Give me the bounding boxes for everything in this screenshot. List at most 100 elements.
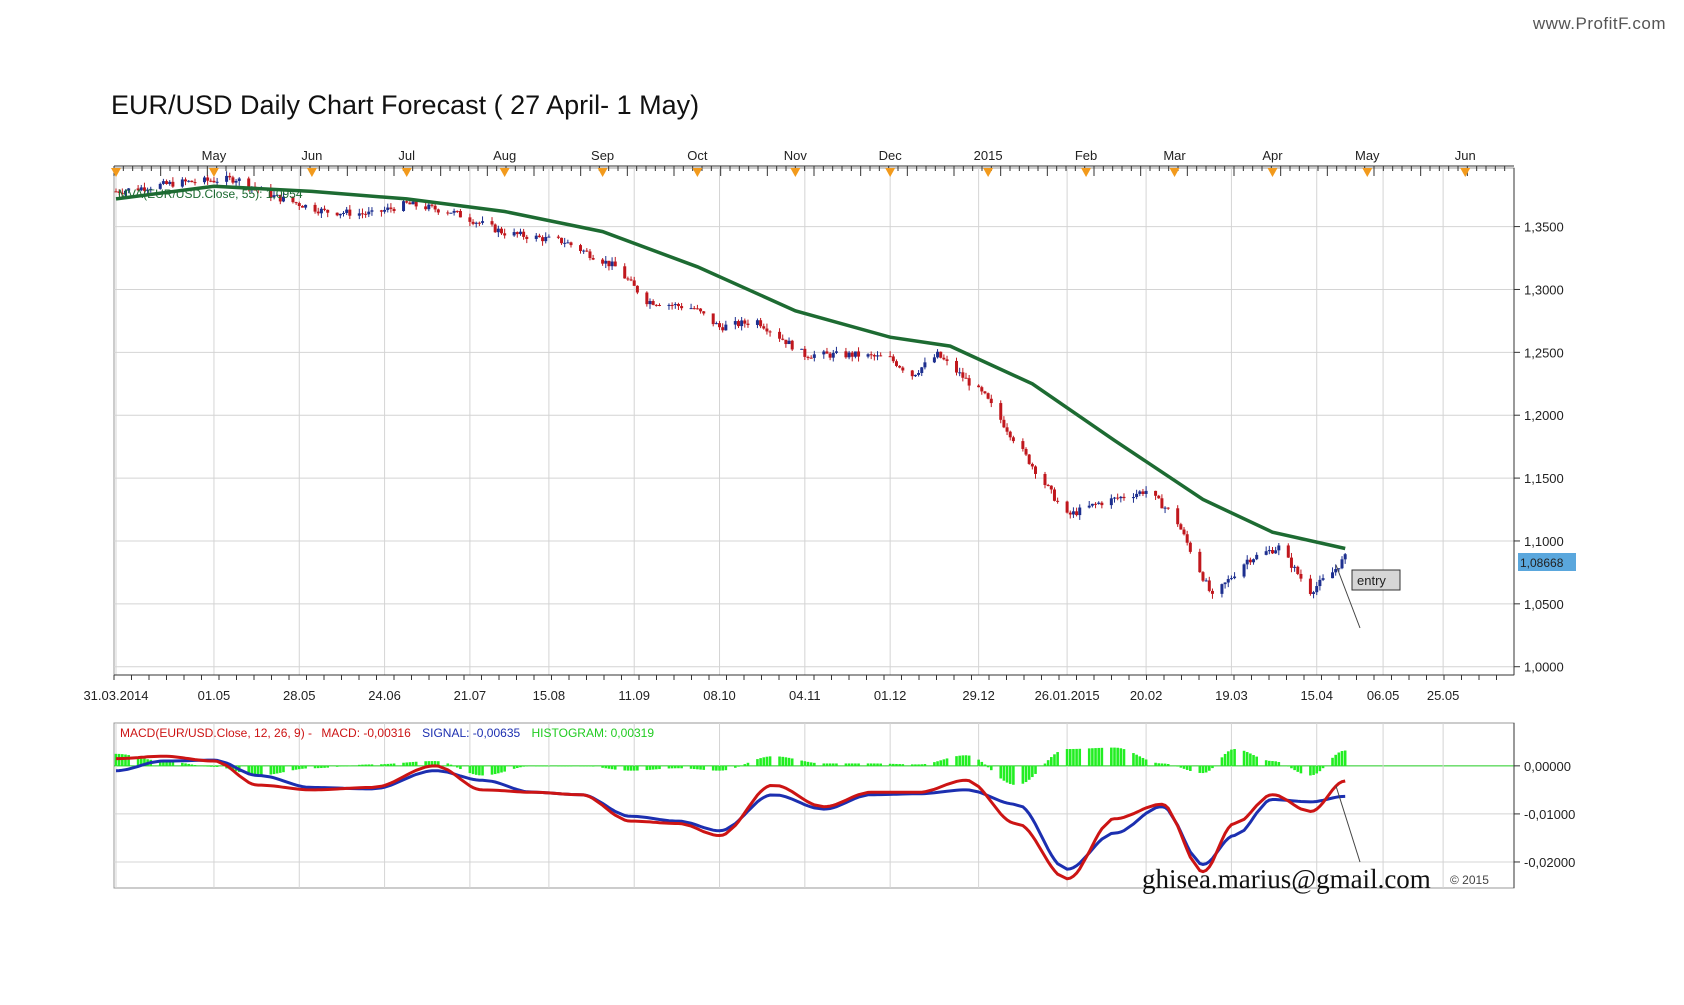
price-x-axis: 31.03.2014 01.05 28.05 24.06 21.07 15.08 11.09… (83, 674, 1514, 703)
price-x-tick-label: 08.10 (703, 688, 736, 703)
candle-body (389, 207, 393, 209)
candle-body (1068, 512, 1072, 515)
histogram-bar (1005, 765, 1009, 783)
candle-body (831, 352, 835, 358)
candle-body (537, 235, 541, 238)
histogram-bar (1189, 765, 1192, 771)
histogram-bar (591, 765, 595, 767)
histogram-bar (699, 765, 702, 770)
histogram-bar (800, 760, 803, 766)
candle-body (1289, 557, 1293, 568)
candle-body (986, 393, 990, 399)
candle-body (872, 355, 876, 357)
histogram-bar (424, 761, 427, 766)
histogram-bar (977, 759, 980, 766)
top-month-label: Nov (784, 148, 808, 163)
histogram-bar (405, 762, 409, 766)
candle-body (632, 280, 636, 286)
candle-body (272, 195, 276, 198)
candle-body (522, 231, 526, 237)
histogram-bar (1046, 760, 1050, 766)
histogram-bar (588, 765, 592, 767)
month-marker (692, 168, 703, 177)
candle-body (623, 266, 627, 279)
histogram-bar (898, 764, 901, 766)
histogram-bar (768, 756, 772, 766)
candle-body (888, 356, 892, 358)
histogram-bar (1312, 765, 1315, 775)
top-month-label: Feb (1075, 148, 1097, 163)
candle-body (424, 206, 428, 210)
histogram-bar (358, 764, 361, 766)
histogram-bar (1021, 765, 1025, 784)
histogram-bar (955, 756, 958, 766)
candle-body (809, 357, 813, 359)
candle-body (1030, 463, 1034, 467)
macd-legend: MACD(EUR/USD.Close, 12, 26, 9) - MACD: -… (120, 726, 654, 740)
candle-body (850, 352, 854, 357)
sma-line (115, 184, 1346, 551)
candle-body (610, 261, 614, 267)
candle-body (1318, 579, 1322, 587)
macd-legend-value: MACD: -0,00316 (321, 726, 411, 740)
histogram-bar (942, 759, 946, 766)
price-y-tick-label: 1,1000 (1524, 534, 1564, 549)
candle-body (680, 306, 684, 309)
candle-body (455, 210, 459, 212)
candle-body (676, 304, 680, 307)
price-plot-area (113, 167, 1515, 676)
candle-body (291, 196, 295, 203)
histogram-bar (203, 765, 206, 767)
histogram-bar (481, 765, 484, 776)
histogram-bar (320, 765, 323, 769)
histogram-bar (813, 762, 816, 766)
candle-body (1094, 503, 1098, 505)
macd-line (116, 754, 1346, 881)
price-x-tick-label: 20.02 (1130, 688, 1163, 703)
author-email: ghisea.marius@gmail.com (1142, 864, 1431, 894)
candle-body (117, 191, 121, 193)
candle-body (784, 339, 788, 345)
candle-body (1144, 490, 1148, 494)
candle-body (319, 208, 323, 214)
candle-body (844, 351, 848, 358)
candle-body (1312, 592, 1316, 594)
histogram-bar (1337, 752, 1341, 766)
price-y-tick-label: 1,2000 (1524, 408, 1564, 423)
candle-body (834, 351, 838, 353)
histogram-bar (392, 763, 396, 766)
histogram-bar (430, 761, 434, 766)
candle-body (591, 258, 595, 260)
candle-body (300, 205, 304, 208)
candle-body (1021, 441, 1025, 449)
candle-body (607, 260, 611, 267)
histogram-bar (162, 761, 165, 766)
histogram-bar (279, 765, 282, 773)
candle-body (1100, 502, 1104, 506)
candle-body (958, 372, 962, 374)
candle-body (1337, 568, 1341, 570)
entry-label: entry (1357, 573, 1386, 588)
histogram-bar (361, 764, 364, 766)
candle-body (452, 210, 456, 213)
histogram-legend-value: HISTOGRAM: 0,00319 (532, 726, 655, 740)
candle-body (714, 323, 718, 325)
candle-body (563, 242, 567, 244)
candle-body (977, 385, 981, 388)
month-marker (401, 168, 412, 177)
histogram-bar (253, 765, 257, 776)
candle-body (847, 352, 851, 358)
candle-body (316, 211, 320, 214)
candle-body (585, 250, 589, 252)
histogram-bar (844, 763, 848, 766)
histogram-bar (250, 765, 254, 776)
histogram-bar (569, 765, 573, 767)
histogram-bar (459, 765, 462, 770)
candle-body (215, 181, 219, 183)
histogram-bar (986, 765, 990, 768)
candle-body (1034, 466, 1038, 474)
candle-body (999, 403, 1003, 420)
candle-body (146, 189, 150, 191)
top-month-label: Jun (301, 148, 322, 163)
candle-body (629, 279, 633, 281)
